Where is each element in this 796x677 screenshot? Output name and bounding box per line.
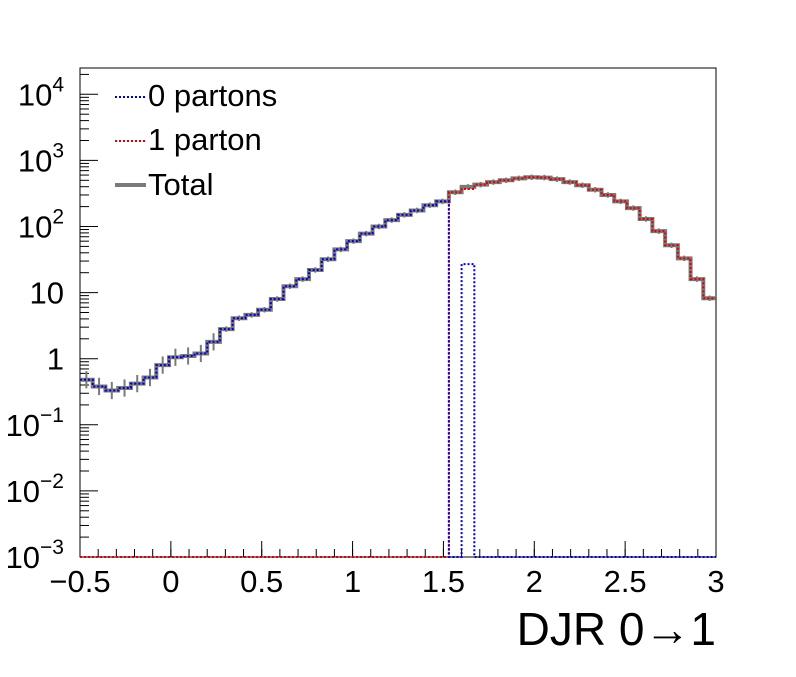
x-tick-label: 3: [707, 564, 724, 599]
x-axis-ticks: −0.5 0 0.5 1 1.5 2 2.5 3: [49, 541, 725, 599]
y-tick-label: 10: [30, 276, 64, 311]
legend-label-0-partons: 0 partons: [148, 78, 277, 113]
series-layer: [80, 174, 716, 558]
x-tick-label: 0.5: [240, 564, 283, 599]
x-minor-ticks: [79, 549, 717, 557]
y-tick-label: 10−2: [6, 470, 64, 509]
y-tick-label: 104: [18, 73, 64, 112]
x-tick-label: 1: [344, 564, 361, 599]
y-tick-label: 1: [47, 342, 64, 377]
y-tick-label: 10−3: [6, 536, 64, 575]
legend-label-1-parton: 1 parton: [148, 122, 262, 157]
y-tick-label: 10−1: [6, 404, 64, 443]
series-line-0-partons: [80, 200, 716, 558]
x-tick-label: 2.5: [604, 564, 647, 599]
y-axis-ticks: 10−3 10−2 10−1 1 10 102 103 104: [6, 73, 98, 575]
x-tick-label: 2: [526, 564, 543, 599]
x-tick-label: 1.5: [422, 564, 465, 599]
x-tick-label: −0.5: [49, 564, 110, 599]
y-tick-label: 103: [18, 139, 64, 178]
y-tick-label: 102: [18, 206, 64, 245]
series-line-1-parton: [80, 176, 716, 558]
x-axis-label: DJR 0→1: [517, 603, 716, 655]
legend-label-total: Total: [148, 167, 213, 202]
x-tick-label: 0: [162, 564, 179, 599]
legend: 0 partons 1 parton Total: [115, 78, 277, 202]
y-minor-ticks: [80, 73, 89, 538]
